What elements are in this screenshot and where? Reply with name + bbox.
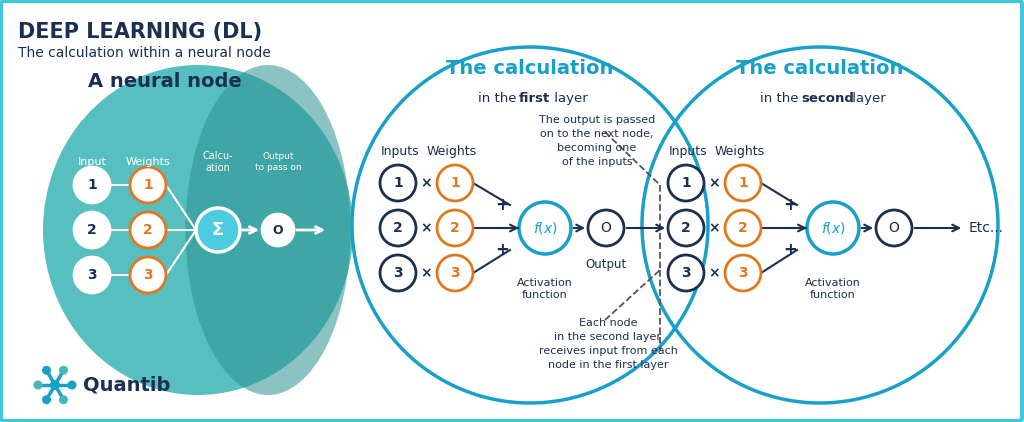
Circle shape	[130, 167, 166, 203]
Text: ×: ×	[420, 221, 432, 235]
Text: 2: 2	[451, 221, 460, 235]
Text: Weights: Weights	[126, 157, 170, 167]
Text: in the: in the	[478, 92, 521, 105]
Text: ×: ×	[709, 176, 720, 190]
Circle shape	[74, 212, 110, 248]
Circle shape	[196, 208, 240, 252]
Text: Quantib: Quantib	[83, 376, 170, 395]
Circle shape	[668, 255, 705, 291]
Text: 2: 2	[143, 223, 153, 237]
Text: Activation
function: Activation function	[517, 278, 573, 300]
Circle shape	[380, 255, 416, 291]
Text: 2: 2	[393, 221, 402, 235]
Circle shape	[588, 210, 624, 246]
Text: The calculation: The calculation	[736, 59, 904, 78]
Circle shape	[437, 255, 473, 291]
Text: 1: 1	[681, 176, 691, 190]
Text: Input: Input	[78, 157, 106, 167]
Text: ×: ×	[709, 266, 720, 280]
Text: second: second	[801, 92, 854, 105]
Text: A neural node: A neural node	[88, 72, 242, 91]
Circle shape	[668, 165, 705, 201]
Text: The calculation within a neural node: The calculation within a neural node	[18, 46, 271, 60]
Circle shape	[262, 214, 294, 246]
Text: 1: 1	[393, 176, 402, 190]
Text: DEEP LEARNING (DL): DEEP LEARNING (DL)	[18, 22, 262, 42]
Text: 3: 3	[143, 268, 153, 282]
Text: +: +	[783, 196, 797, 214]
Text: ×: ×	[709, 221, 720, 235]
Circle shape	[42, 366, 51, 375]
Text: Inputs: Inputs	[381, 145, 419, 158]
Text: +: +	[495, 241, 509, 259]
Text: O: O	[272, 224, 284, 236]
Text: layer: layer	[848, 92, 886, 105]
Text: Output
to pass on: Output to pass on	[255, 152, 301, 172]
Circle shape	[380, 165, 416, 201]
Circle shape	[59, 366, 68, 375]
Text: 3: 3	[738, 266, 748, 280]
Text: +: +	[495, 196, 509, 214]
Text: 2: 2	[681, 221, 691, 235]
Ellipse shape	[185, 65, 350, 395]
Text: 3: 3	[87, 268, 97, 282]
Text: Weights: Weights	[427, 145, 477, 158]
Text: 1: 1	[738, 176, 748, 190]
Circle shape	[74, 257, 110, 293]
Text: Σ: Σ	[212, 221, 224, 239]
Text: O: O	[889, 221, 899, 235]
Text: 3: 3	[393, 266, 402, 280]
Text: $f$$(x)$: $f$$(x)$	[820, 220, 846, 236]
Text: The calculation: The calculation	[446, 59, 613, 78]
Text: 2: 2	[87, 223, 97, 237]
Circle shape	[876, 210, 912, 246]
Circle shape	[725, 255, 761, 291]
Text: $f$$(x)$: $f$$(x)$	[532, 220, 557, 236]
Text: Inputs: Inputs	[669, 145, 708, 158]
Text: Activation
function: Activation function	[805, 278, 861, 300]
Text: Etc...: Etc...	[969, 221, 1004, 235]
Text: 1: 1	[451, 176, 460, 190]
Text: ×: ×	[420, 266, 432, 280]
Circle shape	[807, 202, 859, 254]
Text: Each node
in the second layer
receives input from each
node in the first layer: Each node in the second layer receives i…	[539, 318, 678, 370]
Text: ×: ×	[420, 176, 432, 190]
Circle shape	[74, 167, 110, 203]
Text: 2: 2	[738, 221, 748, 235]
Circle shape	[519, 202, 571, 254]
Text: Weights: Weights	[715, 145, 765, 158]
Circle shape	[725, 210, 761, 246]
Text: layer: layer	[550, 92, 588, 105]
Text: 1: 1	[87, 178, 97, 192]
Circle shape	[34, 381, 43, 390]
Circle shape	[668, 210, 705, 246]
Circle shape	[42, 395, 51, 404]
Text: Calcu-
ation: Calcu- ation	[203, 151, 233, 173]
Circle shape	[130, 212, 166, 248]
Text: Output: Output	[586, 258, 627, 271]
Circle shape	[380, 210, 416, 246]
Text: first: first	[519, 92, 550, 105]
Text: in the: in the	[760, 92, 803, 105]
Circle shape	[437, 210, 473, 246]
Text: 3: 3	[681, 266, 691, 280]
Text: The output is passed
on to the next node,
becoming one
of the inputs: The output is passed on to the next node…	[539, 115, 655, 167]
Circle shape	[130, 257, 166, 293]
Circle shape	[68, 381, 77, 390]
Circle shape	[725, 165, 761, 201]
Text: +: +	[783, 241, 797, 259]
Circle shape	[59, 395, 68, 404]
Circle shape	[50, 380, 60, 390]
Text: 1: 1	[143, 178, 153, 192]
Text: 3: 3	[451, 266, 460, 280]
Ellipse shape	[43, 65, 353, 395]
Text: O: O	[600, 221, 611, 235]
Circle shape	[437, 165, 473, 201]
